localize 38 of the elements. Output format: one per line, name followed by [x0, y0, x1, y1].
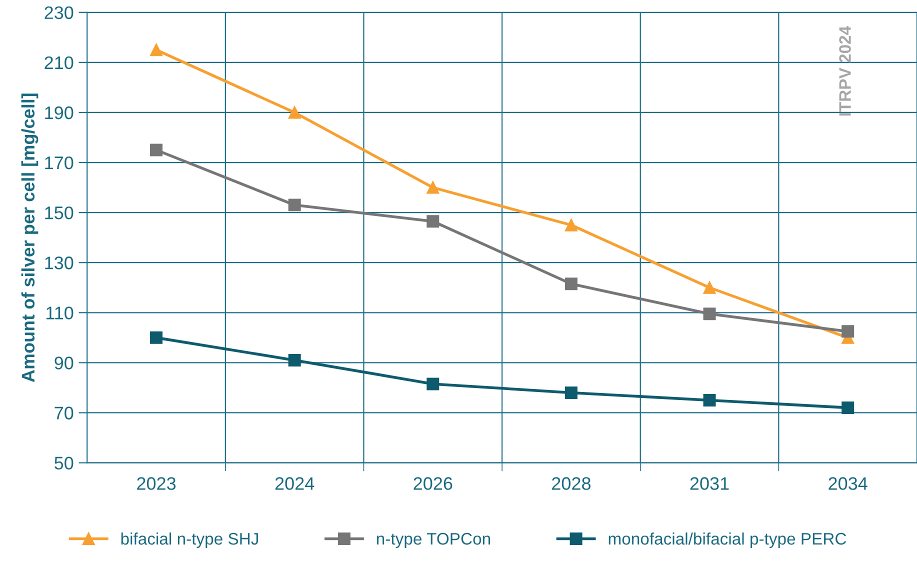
- x-tick-label: 2024: [275, 477, 314, 490]
- y-tick-label: 70: [54, 406, 74, 420]
- point: [150, 44, 163, 56]
- y-axis-title: Amount of silver per cell [mg/cell]: [21, 94, 38, 382]
- x-tick-label: 2031: [690, 477, 729, 490]
- point: [703, 394, 716, 406]
- y-tick-label: 50: [54, 456, 74, 470]
- y-tick-label: 210: [44, 56, 74, 70]
- point: [288, 106, 301, 119]
- point: [426, 181, 440, 194]
- annotation: ITRPV 2024: [839, 26, 851, 116]
- y-tick-label: 150: [45, 206, 74, 220]
- point: [564, 218, 578, 232]
- x-tick-label: 2034: [828, 477, 868, 490]
- point: [288, 354, 301, 366]
- point: [426, 378, 440, 390]
- point: [426, 215, 440, 228]
- point: [842, 325, 854, 338]
- point: [288, 198, 301, 212]
- point: [842, 401, 854, 414]
- y-tick-label: 110: [46, 306, 74, 320]
- point: [703, 308, 716, 320]
- x-tick-label: 2023: [137, 477, 176, 490]
- y-tick-label: 230: [44, 6, 74, 20]
- x-tick-label: 2026: [414, 477, 452, 490]
- legend-label: bifacial n-type SHJ: [121, 532, 258, 548]
- y-tick-label: 190: [45, 106, 74, 120]
- point: [703, 281, 716, 294]
- point: [564, 278, 578, 290]
- y-tick-label: 170: [45, 156, 74, 170]
- x-tick-label: 2028: [552, 477, 591, 490]
- point: [150, 144, 163, 156]
- y-tick-label: 130: [45, 256, 74, 270]
- point: [150, 331, 163, 344]
- legend-label: monofacial/bifacial p-type PERC: [608, 532, 846, 548]
- legend-label: n-type TOPCon: [376, 532, 490, 548]
- y-tick-label: 90: [54, 356, 74, 370]
- point: [564, 386, 578, 399]
